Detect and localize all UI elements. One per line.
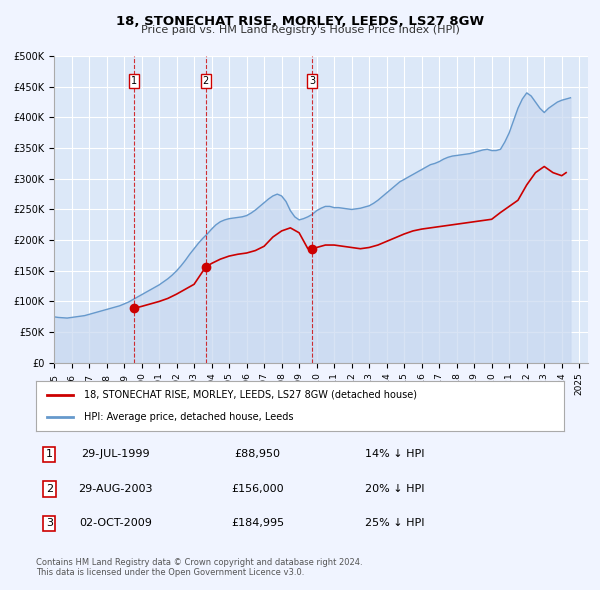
Text: 3: 3 — [309, 76, 316, 86]
Text: 29-AUG-2003: 29-AUG-2003 — [78, 484, 152, 494]
Text: Price paid vs. HM Land Registry's House Price Index (HPI): Price paid vs. HM Land Registry's House … — [140, 25, 460, 35]
Text: £88,950: £88,950 — [235, 450, 281, 460]
Text: 20% ↓ HPI: 20% ↓ HPI — [365, 484, 425, 494]
Text: 3: 3 — [46, 519, 53, 529]
Text: 02-OCT-2009: 02-OCT-2009 — [79, 519, 152, 529]
Text: Contains HM Land Registry data © Crown copyright and database right 2024.: Contains HM Land Registry data © Crown c… — [36, 558, 362, 566]
Text: 25% ↓ HPI: 25% ↓ HPI — [365, 519, 425, 529]
Text: 29-JUL-1999: 29-JUL-1999 — [81, 450, 149, 460]
Text: 2: 2 — [202, 76, 209, 86]
Text: 18, STONECHAT RISE, MORLEY, LEEDS, LS27 8GW: 18, STONECHAT RISE, MORLEY, LEEDS, LS27 … — [116, 15, 484, 28]
Text: £184,995: £184,995 — [231, 519, 284, 529]
Text: 2: 2 — [46, 484, 53, 494]
Text: 1: 1 — [131, 76, 137, 86]
Text: 1: 1 — [46, 450, 53, 460]
Text: 14% ↓ HPI: 14% ↓ HPI — [365, 450, 425, 460]
Text: This data is licensed under the Open Government Licence v3.0.: This data is licensed under the Open Gov… — [36, 568, 304, 576]
Text: 18, STONECHAT RISE, MORLEY, LEEDS, LS27 8GW (detached house): 18, STONECHAT RISE, MORLEY, LEEDS, LS27 … — [83, 389, 416, 399]
Text: HPI: Average price, detached house, Leeds: HPI: Average price, detached house, Leed… — [83, 412, 293, 422]
Text: £156,000: £156,000 — [232, 484, 284, 494]
